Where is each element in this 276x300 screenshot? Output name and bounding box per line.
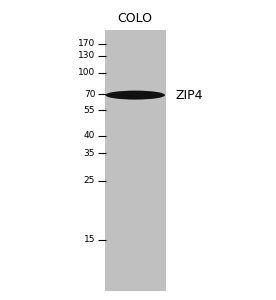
Text: 70: 70 (84, 90, 95, 99)
Text: 100: 100 (78, 68, 95, 77)
Text: 15: 15 (84, 236, 95, 244)
Ellipse shape (105, 91, 165, 100)
Text: 55: 55 (84, 106, 95, 115)
Bar (105, 30, 166, 291)
Text: 25: 25 (84, 176, 95, 185)
Text: 40: 40 (84, 131, 95, 140)
Text: 130: 130 (78, 51, 95, 60)
Text: COLO: COLO (118, 13, 153, 26)
Text: 170: 170 (78, 39, 95, 48)
Text: 35: 35 (84, 148, 95, 158)
Text: ZIP4: ZIP4 (175, 88, 203, 102)
